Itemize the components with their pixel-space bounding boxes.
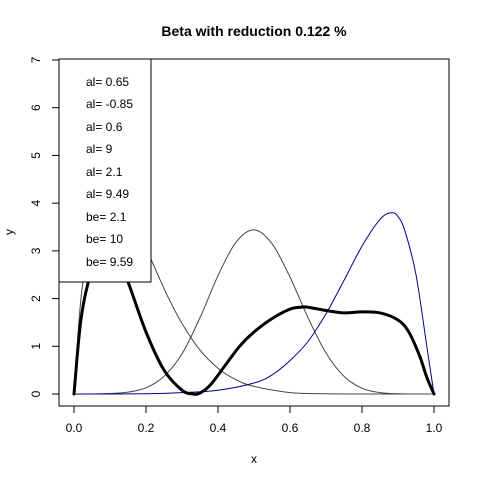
legend-entry: al= 2.1	[86, 165, 123, 179]
chart-title: Beta with reduction 0.122 %	[161, 23, 347, 39]
legend-entry: be= 9.59	[86, 255, 133, 269]
legend-entry: al= 9.49	[86, 187, 129, 201]
y-tick-label: 3	[29, 247, 43, 254]
legend-entry: al= -0.85	[86, 97, 133, 111]
y-tick-label: 0	[29, 390, 43, 397]
legend-entry: al= 9	[86, 142, 113, 156]
legend-entry: be= 10	[86, 232, 123, 246]
legend-entry: al= 0.65	[86, 75, 129, 89]
legend-box	[58, 58, 152, 283]
legend-entry: be= 2.1	[86, 210, 127, 224]
x-tick-label: 0.6	[282, 421, 299, 435]
x-tick-label: 0.0	[66, 421, 83, 435]
legend-entry: al= 0.6	[86, 120, 123, 134]
y-tick-label: 7	[29, 56, 43, 63]
x-tick-label: 1.0	[426, 421, 443, 435]
series-line-2	[73, 229, 435, 395]
y-tick-label: 6	[29, 104, 43, 111]
x-axis: 0.0 0.2 0.4 0.6 0.8 1.0	[66, 405, 443, 435]
y-tick-label: 5	[29, 152, 43, 159]
y-tick-label: 1	[29, 343, 43, 350]
y-axis-label: y	[2, 229, 16, 235]
x-axis-label: x	[251, 452, 257, 466]
x-tick-label: 0.4	[210, 421, 227, 435]
legend: al= 0.65 al= -0.85 al= 0.6 al= 9 al= 2.1…	[58, 58, 152, 283]
y-tick-label: 2	[29, 295, 43, 302]
series-line-3	[73, 212, 435, 395]
x-tick-label: 0.8	[354, 421, 371, 435]
x-tick-label: 0.2	[138, 421, 155, 435]
y-tick-label: 4	[29, 199, 43, 206]
y-axis: 0 1 2 3 4 5 6 7	[29, 56, 60, 397]
